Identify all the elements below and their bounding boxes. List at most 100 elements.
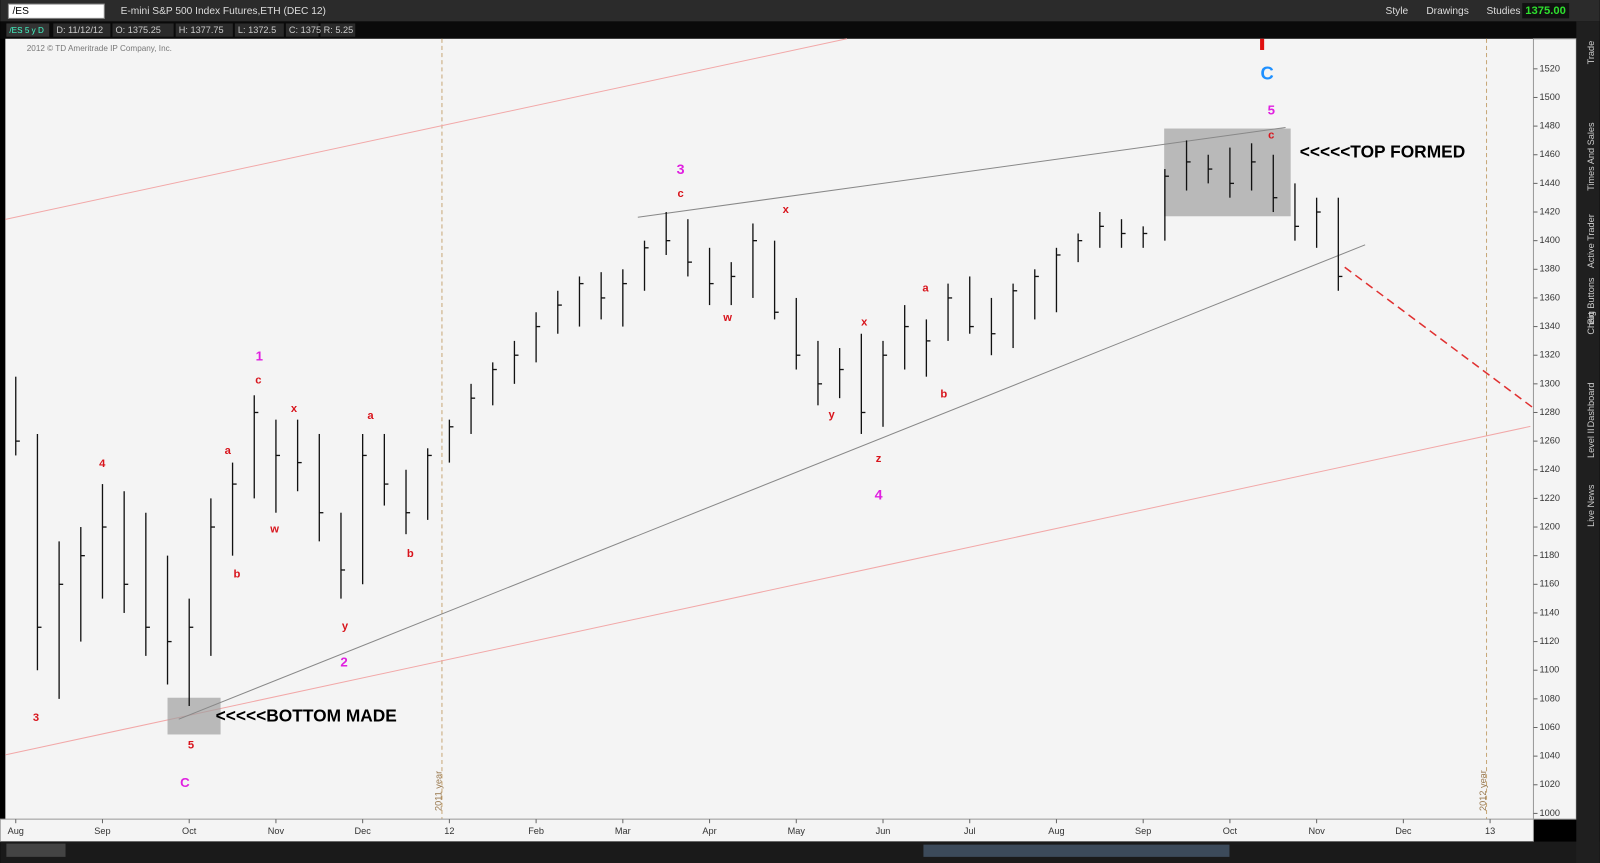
x-tick-label: Sep: [94, 826, 110, 836]
marker: [1260, 38, 1265, 50]
channel-line: [5, 425, 1531, 756]
y-tick-label: 1420: [1540, 206, 1560, 216]
zoom-buttons[interactable]: [6, 843, 66, 857]
wave-label: x: [783, 204, 790, 216]
wave-label: x: [861, 316, 868, 328]
side-tab[interactable]: Big Buttons: [1586, 277, 1596, 324]
y-tick-label: 1260: [1540, 436, 1560, 446]
wave-label: b: [407, 548, 414, 560]
info-field-box: [112, 23, 174, 37]
wave-label: C: [1261, 62, 1274, 83]
y-tick-label: 1160: [1540, 579, 1560, 589]
wave-label: 3: [677, 162, 685, 178]
y-tick-label: 1140: [1540, 607, 1560, 617]
wave-label: 1: [256, 349, 263, 364]
chart-label: /ES 5 y D: [9, 26, 44, 35]
wave-label: <<<<<BOTTOM MADE: [216, 706, 397, 726]
trend-line: [637, 127, 1286, 218]
x-tick-label: Aug: [8, 826, 24, 836]
y-tick-label: 1340: [1540, 321, 1560, 331]
side-tabs: Trade Times And Sales Active Trader Big But…: [1586, 41, 1596, 527]
info-field: L: 1372.5: [238, 25, 276, 35]
y-tick-label: 1240: [1540, 464, 1560, 474]
wave-label: 4: [99, 458, 106, 470]
symbol: /ES: [12, 6, 29, 17]
y-tick-label: 1200: [1540, 521, 1560, 531]
y-tick-label: 1460: [1540, 149, 1560, 159]
wave-label: a: [922, 283, 929, 295]
y-tick-label: 1120: [1540, 636, 1560, 646]
info-field: C: 1375: [289, 25, 321, 35]
wave-label: y: [828, 409, 835, 421]
wave-label: w: [269, 523, 279, 535]
wave-label: <<<<<TOP FORMED: [1300, 142, 1466, 162]
y-tick-label: 1400: [1540, 235, 1560, 245]
y-tick-label: 1220: [1540, 493, 1560, 503]
y-tick-label: 1520: [1540, 63, 1560, 73]
y-tick-label: 1500: [1540, 92, 1560, 102]
side-tab[interactable]: Trade: [1586, 41, 1596, 65]
side-tab[interactable]: Times And Sales: [1586, 122, 1596, 191]
x-axis: [0, 818, 1534, 843]
x-tick-label: 12: [444, 826, 454, 836]
y-tick-label: 1180: [1540, 550, 1560, 560]
chart-label-box: [6, 23, 50, 37]
y-tick-label: 1020: [1540, 779, 1560, 789]
wave-label: x: [291, 403, 298, 415]
studies-button[interactable]: Studies: [1487, 6, 1521, 17]
info-field: O: 1375.25: [116, 25, 161, 35]
style-button[interactable]: Style: [1386, 6, 1409, 17]
drawings-button[interactable]: Drawings: [1426, 6, 1468, 17]
wave-label: C: [180, 775, 190, 790]
side-tab[interactable]: Live News: [1586, 484, 1596, 527]
y-tick-label: 1360: [1540, 292, 1560, 302]
symbol-box[interactable]: [7, 3, 105, 19]
wave-label: b: [233, 568, 240, 580]
wave-label: z: [876, 453, 882, 465]
x-tick-label: Oct: [182, 826, 197, 836]
wave-label: a: [367, 410, 374, 422]
y-tick-label: 1480: [1540, 121, 1560, 131]
x-tick-label: Feb: [528, 826, 544, 836]
wave-label: 5: [188, 740, 194, 752]
y-tick-label: 1080: [1540, 693, 1560, 703]
y-tick-label: 1060: [1540, 722, 1560, 732]
wave-label: 2: [340, 655, 347, 670]
bars: [15, 140, 1343, 707]
wave-label: 3: [33, 712, 39, 724]
side-tab[interactable]: Dashboard: [1586, 383, 1596, 428]
bottom-box: [167, 697, 221, 735]
wave-label: c: [678, 188, 684, 200]
x-tick-label: Mar: [615, 826, 631, 836]
info-field: H: 1377.75: [179, 25, 224, 35]
wave-label: y: [342, 620, 349, 632]
wave-label: 4: [875, 488, 883, 504]
y-tick-label: 1320: [1540, 350, 1560, 360]
year-label: 2012 year: [1478, 770, 1488, 811]
trend-line: [178, 244, 1366, 720]
y-tick-label: 1280: [1540, 407, 1560, 417]
wave-label: w: [722, 312, 732, 324]
y-tick-label: 1380: [1540, 264, 1560, 274]
copyright: 2012 © TD Ameritrade IP Company, Inc.: [27, 44, 172, 53]
last-price: 1375.00: [1525, 5, 1566, 17]
info-fields: /ES 5 y D D: 11/12/12 O: 1375.25 H: 1377.75…: [6, 23, 356, 37]
y-tick-label: 1040: [1540, 751, 1560, 761]
y-tick-label: 1000: [1540, 808, 1560, 818]
side-tab[interactable]: Level II: [1586, 428, 1596, 458]
scrollbar: [0, 841, 1600, 863]
channel-line: [5, 38, 848, 220]
info-bar: [0, 21, 1600, 39]
scroll-thumb[interactable]: [923, 844, 1230, 857]
y-tick-label: 1300: [1540, 378, 1560, 388]
info-field-box: [320, 23, 356, 37]
x-tick-label: Jun: [876, 826, 891, 836]
wave-label: c: [1268, 130, 1274, 142]
x-tick-label: Jul: [964, 826, 976, 836]
side-tab[interactable]: Chart: [1586, 312, 1596, 335]
x-tick-label: May: [788, 826, 806, 836]
side-tab[interactable]: Active Trader: [1586, 214, 1596, 268]
x-tick-label: Dec: [354, 826, 371, 836]
